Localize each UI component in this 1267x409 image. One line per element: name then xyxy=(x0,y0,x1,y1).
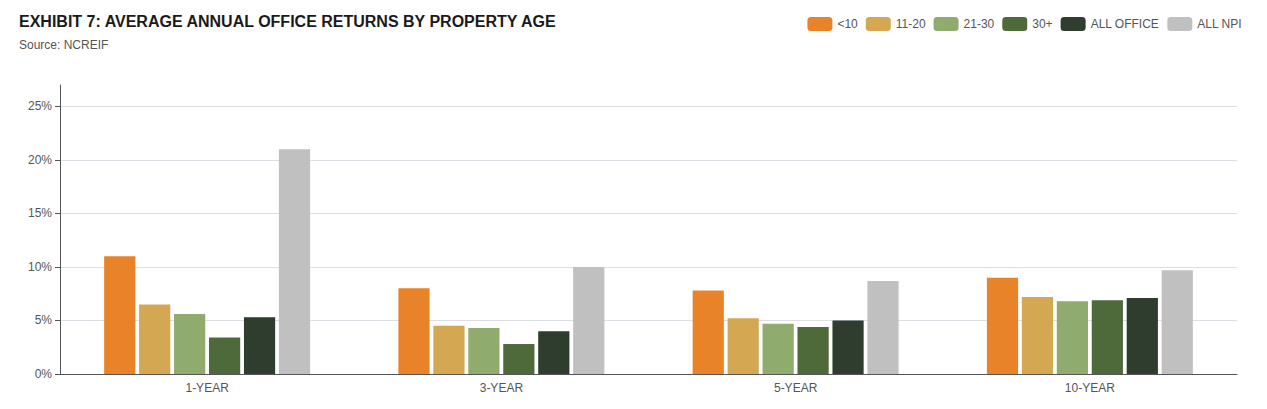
svg-text:Source: NCREIF: Source: NCREIF xyxy=(19,38,108,52)
svg-text:EXHIBIT 7: AVERAGE ANNUAL OFFI: EXHIBIT 7: AVERAGE ANNUAL OFFICE RETURNS… xyxy=(19,13,556,30)
svg-text:15%: 15% xyxy=(28,206,52,220)
svg-text:0%: 0% xyxy=(35,367,53,381)
svg-text:20%: 20% xyxy=(28,153,52,167)
svg-text:<10: <10 xyxy=(837,17,858,31)
svg-text:25%: 25% xyxy=(28,99,52,113)
svg-text:10-YEAR: 10-YEAR xyxy=(1065,381,1115,395)
svg-text:1-YEAR: 1-YEAR xyxy=(185,381,229,395)
svg-text:10%: 10% xyxy=(28,260,52,274)
svg-text:30+: 30+ xyxy=(1032,17,1052,31)
svg-text:ALL NPI: ALL NPI xyxy=(1197,17,1241,31)
svg-text:5-YEAR: 5-YEAR xyxy=(774,381,818,395)
svg-text:5%: 5% xyxy=(35,313,53,327)
svg-text:ALL OFFICE: ALL OFFICE xyxy=(1091,17,1159,31)
svg-text:21-30: 21-30 xyxy=(964,17,995,31)
svg-text:11-20: 11-20 xyxy=(896,17,926,31)
svg-text:3-YEAR: 3-YEAR xyxy=(480,381,524,395)
